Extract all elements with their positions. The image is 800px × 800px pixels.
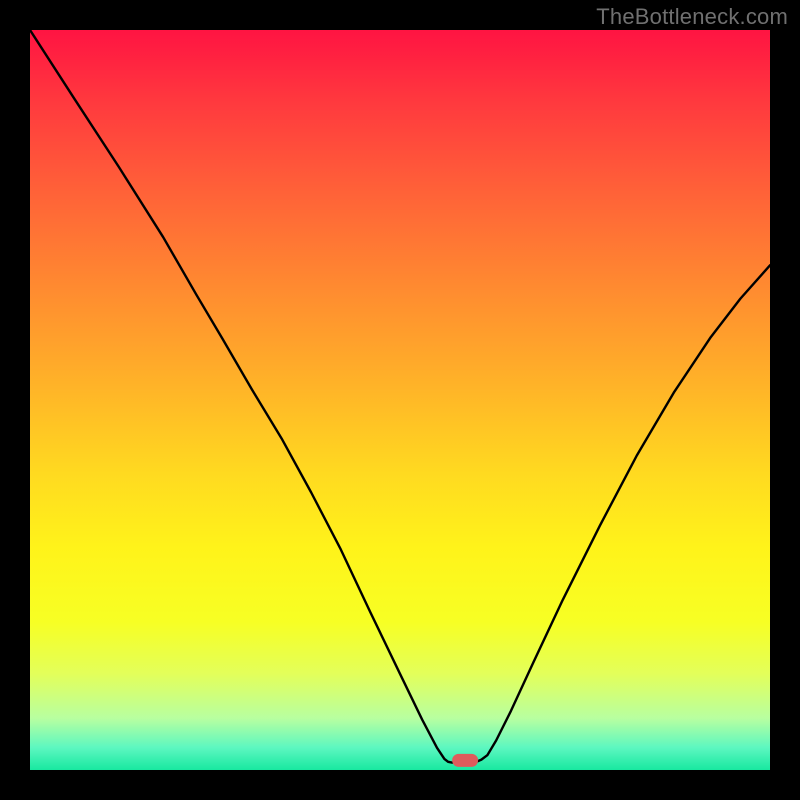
chart-background [30, 30, 770, 770]
bottleneck-marker [452, 754, 478, 767]
watermark-text: TheBottleneck.com [596, 4, 788, 30]
bottleneck-chart [30, 30, 770, 770]
chart-area [30, 30, 770, 770]
